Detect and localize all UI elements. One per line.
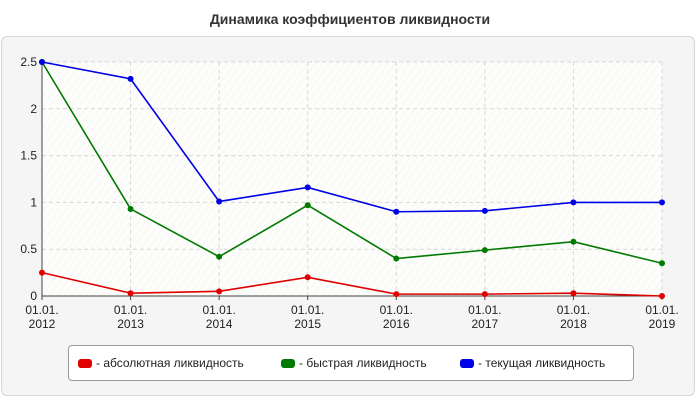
data-point-2 [127,75,134,82]
x-tick-label: 2016 [383,317,410,331]
data-point-0 [304,274,311,281]
legend-item-current: - текущая ликвидность [460,353,605,373]
x-tick-label: 01.01. [557,303,590,317]
legend-item-quick: - быстрая ликвидность [281,353,427,373]
data-point-1 [393,255,400,262]
series-line-1 [41,61,663,265]
data-point-1 [216,253,223,260]
data-point-0 [659,293,665,299]
data-point-0 [393,291,400,298]
x-tick-label: 01.01. [380,303,413,317]
data-point-0 [481,291,488,298]
data-point-0 [127,290,134,297]
x-tick-label: 01.01. [202,303,235,317]
x-tick-label: 2014 [206,317,233,331]
x-tick-label: 2017 [472,317,499,331]
data-point-2 [659,199,665,206]
legend-swatch-absolute [78,358,92,368]
data-point-1 [304,202,311,209]
legend-label-absolute: - абсолютная ликвидность [96,356,244,370]
x-tick-label: 01.01. [645,303,678,317]
data-point-2 [481,207,488,214]
legend-label-quick: - быстрая ликвидность [299,356,427,370]
y-tick-label: 0 [30,289,37,303]
x-tick-label: 2018 [560,317,587,331]
data-point-1 [570,238,577,245]
x-tick-label: 01.01. [25,303,58,317]
legend-item-absolute: - абсолютная ликвидность [78,353,244,373]
chart-legend: - абсолютная ликвидность - быстрая ликви… [68,345,634,381]
y-tick-label: 2 [30,102,37,116]
x-tick-label: 2013 [117,317,144,331]
data-point-0 [216,288,223,295]
data-point-1 [481,247,488,254]
data-point-2 [570,199,577,206]
data-point-1 [659,260,665,267]
series-line-2 [41,61,662,213]
data-point-2 [216,198,223,205]
legend-label-current: - текущая ликвидность [478,356,606,370]
y-tick-label: 1.5 [20,149,37,163]
x-tick-label: 2012 [29,317,56,331]
x-tick-label: 01.01. [291,303,324,317]
data-point-2 [304,184,311,191]
x-tick-label: 2015 [294,317,321,331]
x-tick-label: 01.01. [468,303,501,317]
y-tick-label: 0.5 [20,242,37,256]
data-point-0 [570,290,577,297]
x-tick-label: 01.01. [114,303,147,317]
data-point-0 [39,269,45,276]
legend-swatch-quick [281,358,295,368]
x-tick-label: 2019 [649,317,676,331]
chart-title: Динамика коэффициентов ликвидности [209,11,491,27]
y-tick-label: 1 [30,195,37,209]
plot-area [42,62,662,296]
series-line-0 [41,271,663,297]
data-point-2 [393,208,400,215]
y-tick-label: 2.5 [20,55,37,69]
data-point-2 [39,59,45,65]
legend-swatch-current [460,358,474,368]
data-point-1 [127,205,134,212]
